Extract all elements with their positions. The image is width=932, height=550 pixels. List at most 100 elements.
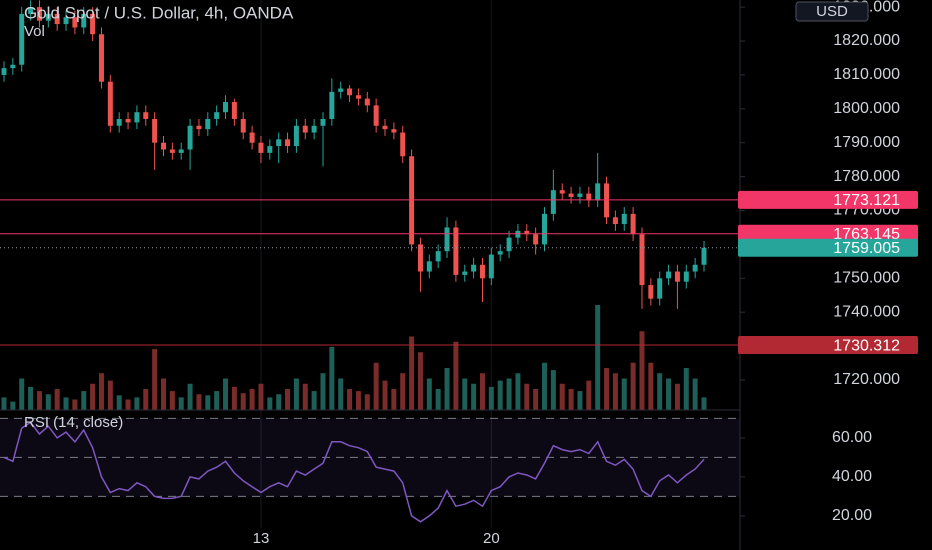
y-tick-label: 1720.000 (833, 371, 900, 388)
candle-body (364, 98, 370, 106)
volume-bar (630, 362, 636, 410)
volume-bar (506, 378, 512, 410)
candle-body (400, 132, 406, 157)
volume-bar (533, 389, 539, 410)
volume-bar (462, 378, 468, 410)
price-badge (738, 238, 918, 257)
candle-body (293, 125, 299, 147)
candle-body (196, 125, 202, 130)
axes: 1720.0001740.0001750.0001770.0001780.000… (253, 0, 918, 547)
volume-bar (515, 373, 521, 410)
volume-bar (28, 386, 34, 410)
candle-body (648, 285, 654, 299)
volume-bar (648, 362, 654, 410)
candle-body (45, 13, 51, 21)
candle-body (107, 81, 113, 126)
candle-body (116, 118, 122, 126)
volume-bar (471, 383, 477, 410)
volume-bar (595, 305, 601, 410)
volume-bar (311, 391, 317, 410)
volume-bar (231, 386, 237, 410)
volume-bar (586, 380, 592, 410)
chart-title: Gold Spot / U.S. Dollar, 4h, OANDA (24, 3, 294, 22)
volume-bar (355, 391, 361, 410)
candle-body (329, 91, 335, 119)
volume-bar (683, 368, 689, 410)
candle-body (533, 234, 539, 245)
volume-bar (116, 395, 122, 410)
candle-body (63, 17, 69, 25)
volume-bar (19, 378, 25, 410)
currency-button[interactable] (795, 1, 869, 22)
volume-bar (10, 401, 16, 410)
candle-body (479, 264, 485, 279)
candle-body (524, 230, 530, 235)
candle-body (639, 234, 645, 286)
candle-body (28, 7, 34, 14)
volume-bar (240, 393, 246, 410)
volume-bar (612, 373, 618, 410)
candle-body (355, 95, 361, 99)
volume-bar (36, 391, 42, 410)
price-badge-label: 1730.312 (833, 337, 900, 354)
volume-bar (338, 378, 344, 410)
volume-bar (276, 394, 282, 410)
rsi-tick-label: 60.00 (832, 429, 872, 446)
candle-body (205, 118, 211, 130)
price-badge-label: 1759.005 (833, 240, 900, 257)
volume-bar (249, 389, 255, 410)
volume-bar (417, 352, 423, 410)
candle-body (302, 125, 308, 133)
volume-bar (267, 397, 273, 410)
candle-body (169, 149, 175, 153)
candle-body (214, 112, 220, 119)
candle-body (488, 254, 494, 279)
candle-body (506, 237, 512, 252)
candle-body (683, 271, 689, 282)
y-tick-label: 1800.000 (833, 100, 900, 117)
candle-body (674, 271, 680, 282)
x-tick-label: 13 (253, 530, 270, 547)
plot-area (0, 0, 740, 523)
volume-bar (657, 373, 663, 410)
rsi-title: RSI (14, close) (24, 414, 123, 431)
candle-body (10, 64, 16, 69)
candle-body (568, 193, 574, 197)
volume-bar (364, 394, 370, 410)
volume-bar (258, 383, 264, 410)
volume-bar (426, 378, 432, 410)
volume-bar (169, 391, 175, 410)
candle-body (586, 193, 592, 201)
price-badge (738, 190, 918, 209)
candle-body (426, 261, 432, 272)
volume-bar (223, 378, 229, 410)
volume-bar (497, 380, 503, 410)
volume-bar (666, 378, 672, 410)
volume-bar (45, 394, 51, 410)
volume-bar (479, 373, 485, 410)
candle-body (550, 190, 556, 214)
candle-body (666, 271, 672, 279)
volume-bar (577, 391, 583, 410)
candle-body (453, 227, 459, 275)
candle-body (347, 88, 353, 96)
candle-body (417, 244, 423, 272)
y-tick-label: 1740.000 (833, 303, 900, 320)
candle-body (621, 213, 627, 225)
currency-label[interactable]: USD (816, 3, 848, 20)
volume-bar (320, 373, 326, 410)
candle-body (258, 142, 264, 153)
candle-body (249, 132, 255, 143)
candle-body (240, 118, 246, 133)
volume-bar (674, 383, 680, 410)
candle-body (1, 68, 7, 75)
volume-bar (107, 380, 113, 410)
candle-body (311, 125, 317, 133)
volume-bar (435, 389, 441, 410)
candle-body (160, 142, 166, 150)
candle-body (19, 13, 25, 65)
y-tick-label: 1820.000 (833, 32, 900, 49)
candle-body (54, 13, 60, 25)
